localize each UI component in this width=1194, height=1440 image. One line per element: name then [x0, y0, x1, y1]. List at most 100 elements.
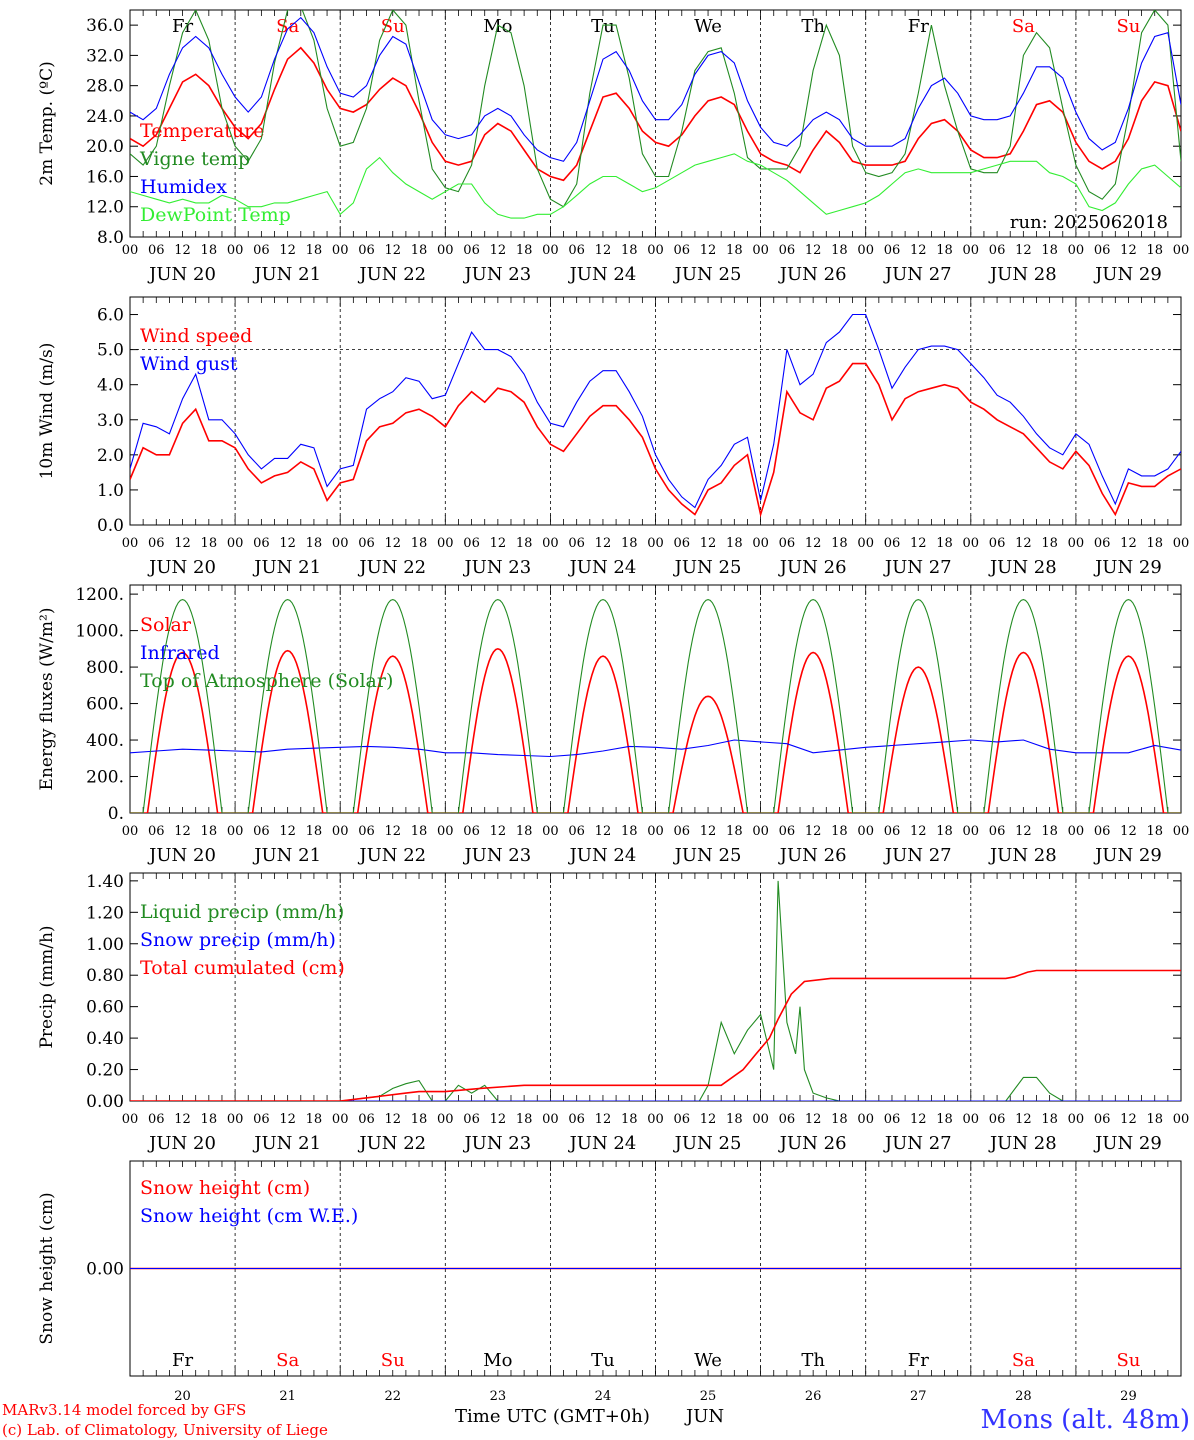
- hour-tick-label: 00: [122, 243, 139, 258]
- y-tick-label: 5.0: [97, 341, 124, 361]
- legend-entry: Wind gust: [140, 353, 238, 375]
- hour-tick-label: 18: [201, 824, 218, 839]
- legend-entry: Snow height (cm): [140, 1177, 310, 1199]
- hour-tick-label: 18: [936, 1112, 953, 1127]
- hour-tick-label: 18: [726, 243, 743, 258]
- day-number-label: 22: [384, 1389, 401, 1404]
- hour-tick-label: 00: [647, 824, 664, 839]
- date-label: JUN 25: [673, 845, 742, 866]
- hour-tick-label: 06: [779, 1112, 796, 1127]
- hour-tick-label: 18: [1146, 536, 1163, 551]
- hour-tick-label: 12: [805, 824, 822, 839]
- hour-tick-label: 00: [1173, 536, 1190, 551]
- hour-tick-label: 00: [647, 1112, 664, 1127]
- hour-tick-label: 00: [1173, 1112, 1190, 1127]
- hour-tick-label: 12: [595, 536, 612, 551]
- hour-tick-label: 06: [674, 243, 691, 258]
- y-tick-label: 0.0: [97, 516, 124, 536]
- hour-tick-label: 00: [437, 1112, 454, 1127]
- hour-tick-label: 00: [857, 536, 874, 551]
- weekday-label: Su: [381, 1350, 405, 1371]
- hour-tick-label: 06: [674, 824, 691, 839]
- y-tick-label: 200.: [86, 768, 124, 788]
- weekday-label: Su: [381, 16, 405, 37]
- hour-tick-label: 06: [779, 824, 796, 839]
- y-tick-label: 0.00: [86, 1260, 124, 1280]
- date-label: JUN 23: [462, 264, 531, 285]
- run-annotation: run: 2025062018: [1010, 212, 1168, 233]
- series-line: [130, 362, 1181, 518]
- hour-tick-label: 06: [1094, 824, 1111, 839]
- hour-tick-label: 00: [1068, 1112, 1085, 1127]
- date-label: JUN 20: [147, 264, 216, 285]
- hour-tick-label: 00: [752, 824, 769, 839]
- hour-tick-label: 00: [963, 1112, 980, 1127]
- hour-tick-label: 12: [910, 243, 927, 258]
- hour-tick-label: 18: [621, 1112, 638, 1127]
- y-tick-label: 16.0: [86, 167, 124, 187]
- date-label: JUN 21: [252, 264, 321, 285]
- y-tick-label: 6.0: [97, 306, 124, 326]
- y-axis-title: 2m Temp. (ºC): [37, 61, 57, 186]
- hour-tick-label: 06: [463, 536, 480, 551]
- hour-tick-label: 06: [989, 1112, 1006, 1127]
- hour-tick-label: 00: [542, 536, 559, 551]
- hour-tick-label: 06: [253, 824, 270, 839]
- hour-tick-label: 06: [463, 243, 480, 258]
- weekday-label: Fr: [172, 16, 193, 37]
- day-number-label: 29: [1120, 1389, 1137, 1404]
- hour-tick-label: 06: [148, 824, 165, 839]
- hour-tick-label: 06: [148, 1112, 165, 1127]
- hour-tick-label: 18: [411, 1112, 428, 1127]
- y-tick-label: 1.40: [86, 872, 124, 892]
- hour-tick-label: 00: [122, 536, 139, 551]
- hour-tick-label: 12: [490, 243, 507, 258]
- day-number-label: 28: [1015, 1389, 1032, 1404]
- legend-entry: Infrared: [140, 642, 220, 664]
- hour-tick-label: 12: [174, 1112, 191, 1127]
- hour-tick-label: 00: [542, 243, 559, 258]
- series-line: [130, 647, 1181, 813]
- hour-tick-label: 18: [1146, 1112, 1163, 1127]
- hour-tick-label: 00: [122, 824, 139, 839]
- date-label: JUN 26: [778, 1133, 847, 1154]
- y-tick-label: 24.0: [86, 107, 124, 127]
- hour-tick-label: 00: [963, 243, 980, 258]
- hour-tick-label: 12: [1120, 1112, 1137, 1127]
- date-label: JUN 28: [988, 557, 1057, 578]
- hour-tick-label: 06: [358, 1112, 375, 1127]
- y-axis-title: 10m Wind (m/s): [37, 343, 57, 480]
- panel-3: 0. 200. 400. 600. 800. 1000. 1200. Energy fluxe…: [37, 584, 1189, 866]
- hour-tick-label: 06: [674, 1112, 691, 1127]
- day-number-label: 24: [595, 1389, 612, 1404]
- hour-tick-label: 18: [831, 1112, 848, 1127]
- date-label: JUN 29: [1093, 1133, 1162, 1154]
- hour-tick-label: 00: [332, 824, 349, 839]
- date-label: JUN 26: [778, 845, 847, 866]
- hour-tick-label: 18: [1041, 1112, 1058, 1127]
- y-tick-label: 1000.: [75, 622, 124, 642]
- hour-tick-label: 00: [227, 243, 244, 258]
- hour-tick-label: 18: [201, 243, 218, 258]
- y-tick-label: 1.20: [86, 903, 124, 923]
- hour-tick-label: 06: [568, 536, 585, 551]
- hour-tick-label: 06: [568, 1112, 585, 1127]
- hour-tick-label: 12: [805, 1112, 822, 1127]
- hour-tick-label: 18: [1146, 824, 1163, 839]
- series-line: [130, 969, 1181, 1101]
- date-label: JUN 24: [568, 264, 637, 285]
- hour-tick-label: 00: [752, 536, 769, 551]
- hour-tick-label: 12: [805, 243, 822, 258]
- series-line: [130, 739, 1181, 758]
- hour-tick-label: 12: [1015, 1112, 1032, 1127]
- weekday-label: Tu: [591, 1350, 615, 1371]
- legend-entry: Snow precip (mm/h): [140, 929, 336, 951]
- day-number-label: 20: [174, 1389, 191, 1404]
- y-tick-label: 1.0: [97, 481, 124, 501]
- hour-tick-label: 18: [621, 243, 638, 258]
- y-tick-label: 0.80: [86, 966, 124, 986]
- date-label: JUN 21: [252, 845, 321, 866]
- y-tick-label: 0.: [108, 804, 124, 824]
- hour-tick-label: 18: [726, 1112, 743, 1127]
- weekday-label: Fr: [172, 1350, 193, 1371]
